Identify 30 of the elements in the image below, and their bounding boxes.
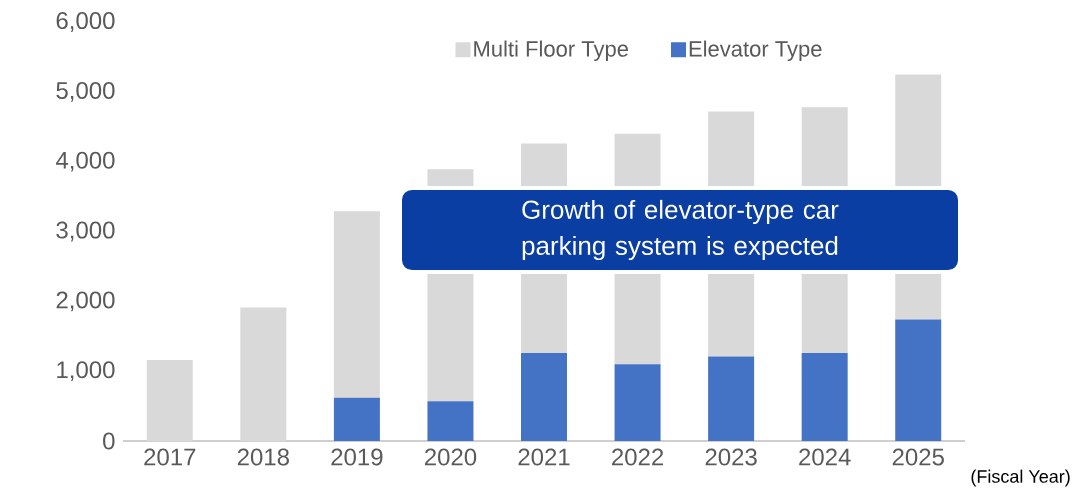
y-tick-label: 3,000 (56, 221, 115, 242)
x-tick-label: 2023 (705, 448, 757, 466)
bar (427, 401, 474, 441)
x-tick-label: 2022 (612, 448, 664, 466)
bar (240, 307, 287, 441)
x-tick-label: 2019 (331, 448, 383, 466)
x-tick-label: 2018 (237, 448, 289, 466)
bar (333, 397, 380, 441)
x-axis-title: (Fiscal Year) (971, 469, 1070, 487)
bar (801, 353, 848, 441)
bar (614, 364, 661, 441)
annotation: Growth of elevator-type car parking system is expected (522, 199, 839, 261)
x-tick-label: 2020 (424, 448, 477, 466)
x-tick-label: 2017 (144, 448, 196, 466)
bar (333, 211, 380, 398)
bar (895, 319, 942, 441)
x-tick-label: 2024 (799, 448, 851, 466)
y-tick-label: 4,000 (55, 151, 115, 172)
bar (146, 359, 193, 441)
legend-label: Elevator Type (689, 40, 822, 62)
legend-label: Multi Floor Type (474, 40, 629, 62)
y-tick-label: 5,000 (56, 81, 115, 102)
y-tick-label: 0 (103, 432, 115, 450)
x-tick-label: 2021 (518, 448, 570, 466)
bar (708, 356, 755, 441)
bar (521, 353, 567, 441)
y-tick-label: 6,000 (56, 12, 115, 32)
y-tick-label: 2,000 (56, 291, 115, 312)
x-tick-label: 2025 (892, 448, 944, 466)
y-tick-label: 1,000 (57, 361, 115, 382)
